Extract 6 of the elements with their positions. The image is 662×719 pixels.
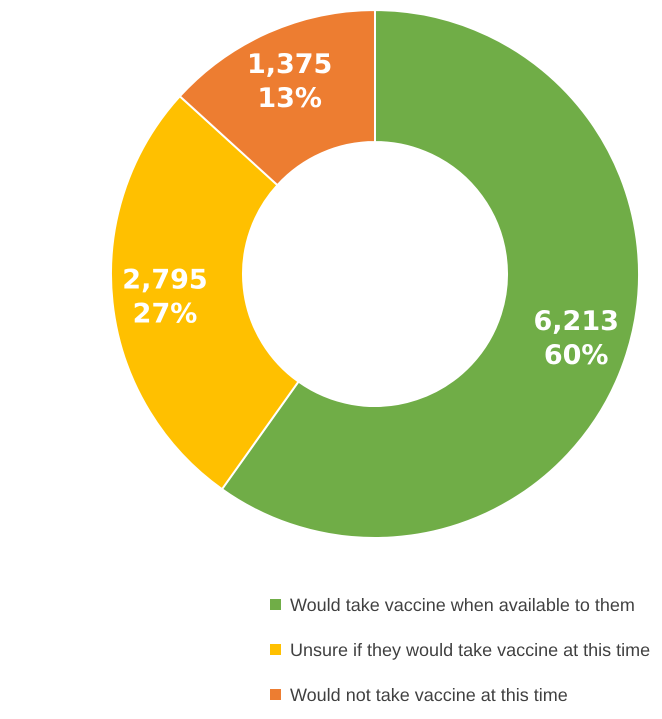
legend-label: Would not take vaccine at this time	[290, 685, 568, 705]
data-label: 2,795 27%	[122, 264, 208, 330]
legend-label: Unsure if they would take vaccine at this time	[290, 640, 650, 660]
legend-label: Would take vaccine when available to them	[290, 595, 635, 615]
data-label: 6,213 60%	[533, 306, 619, 372]
data-label: 1,375 13%	[246, 48, 332, 114]
